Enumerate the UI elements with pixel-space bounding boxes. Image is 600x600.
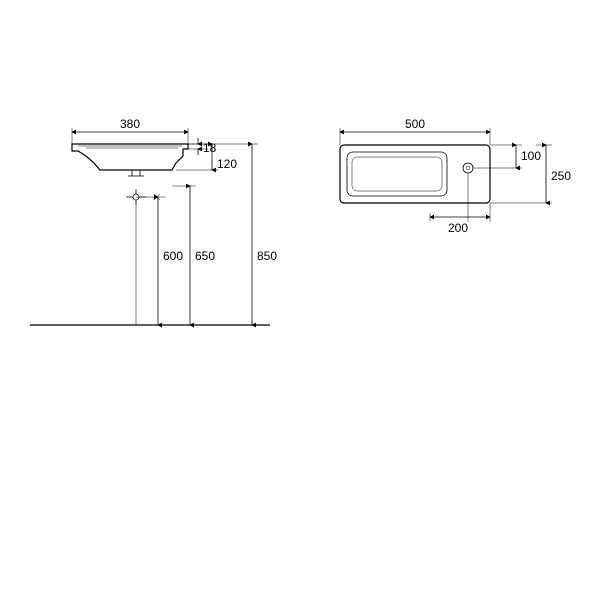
plan-outer-rect bbox=[340, 145, 490, 203]
plan-bowl-rect bbox=[347, 152, 447, 196]
dim-600-label: 600 bbox=[163, 249, 183, 263]
dim-600: 600 bbox=[136, 197, 183, 325]
dim-120-label: 120 bbox=[217, 157, 237, 171]
dim-200-label: 200 bbox=[448, 221, 468, 235]
dim-100-label: 100 bbox=[521, 149, 541, 163]
dim-380: 380 bbox=[72, 117, 188, 144]
dim-500-label: 500 bbox=[405, 117, 425, 131]
dim-850: 850 bbox=[188, 144, 277, 325]
dim-18-label: 18 bbox=[203, 141, 217, 155]
plan-bowl-inner bbox=[352, 157, 442, 191]
dim-650-label: 650 bbox=[195, 249, 215, 263]
tap-hole bbox=[463, 163, 473, 173]
dim-100: 100 bbox=[473, 145, 541, 168]
basin-side-profile bbox=[72, 144, 188, 176]
dim-850-label: 850 bbox=[257, 249, 277, 263]
dim-380-label: 380 bbox=[120, 117, 140, 131]
dim-200: 200 bbox=[430, 173, 490, 235]
dim-500: 500 bbox=[340, 117, 490, 145]
dim-250-label: 250 bbox=[551, 169, 571, 183]
